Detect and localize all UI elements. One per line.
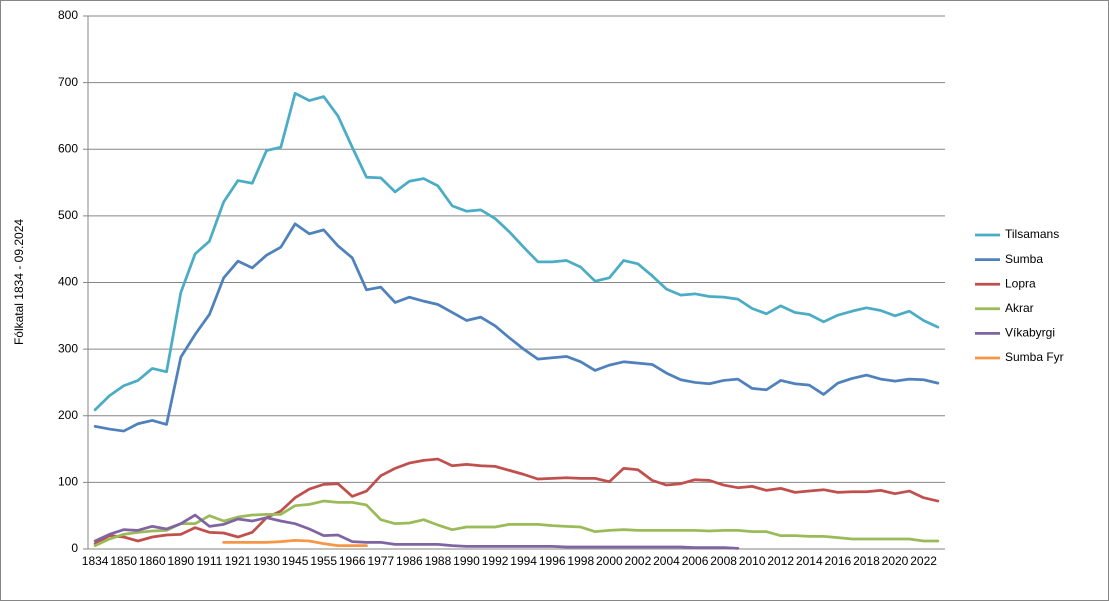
series-line: [93, 222, 940, 433]
y-tick-label: 100: [58, 475, 78, 489]
x-tick-label: 1990: [453, 554, 480, 568]
y-axis-label: Fólkatal 1834 - 09.2024: [12, 219, 26, 345]
x-tick-label: 1986: [396, 554, 423, 568]
x-tick-label: 1966: [339, 554, 366, 568]
legend-label: Víkabyrgi: [1005, 326, 1055, 340]
series-line: [93, 499, 940, 548]
x-tick-label: 1992: [482, 554, 509, 568]
x-tick-label: 2018: [853, 554, 880, 568]
y-tick-label: 800: [58, 8, 78, 22]
legend-label: Sumba Fyr: [1005, 350, 1064, 364]
x-tick-label: 2000: [596, 554, 623, 568]
x-tick-label: 1977: [367, 554, 394, 568]
x-tick-label: 2008: [710, 554, 737, 568]
x-tick-label: 1988: [425, 554, 452, 568]
series-line: [93, 91, 940, 412]
x-tick-label: 2014: [796, 554, 823, 568]
x-tick-label: 2004: [653, 554, 680, 568]
series-line: [93, 513, 740, 550]
x-tick-label: 2020: [882, 554, 909, 568]
x-tick-label: 2012: [767, 554, 794, 568]
x-tick-label: 1860: [139, 554, 166, 568]
x-tick-label: 1945: [282, 554, 309, 568]
x-tick-label: 1998: [567, 554, 594, 568]
x-tick-label: 2010: [739, 554, 766, 568]
x-tick-label: 2022: [910, 554, 937, 568]
x-tick-label: 1911: [197, 554, 223, 568]
y-tick-label: 500: [58, 208, 78, 222]
y-tick-label: 600: [58, 141, 78, 155]
x-tick-label: 2016: [825, 554, 852, 568]
y-tick-label: 200: [58, 408, 78, 422]
x-tick-label: 1994: [510, 554, 537, 568]
x-tick-label: 1850: [110, 554, 137, 568]
x-tick-label: 1955: [310, 554, 337, 568]
x-tick-label: 1834: [82, 554, 109, 568]
legend-label: Tilsamans: [1005, 227, 1059, 241]
x-tick-label: 2002: [625, 554, 652, 568]
x-tick-label: 1890: [167, 554, 194, 568]
legend-label: Sumba: [1005, 252, 1043, 266]
legend-label: Akrar: [1005, 301, 1034, 315]
x-tick-label: 1996: [539, 554, 566, 568]
x-tick-label: 1921: [225, 554, 252, 568]
x-tick-label: 2006: [682, 554, 709, 568]
y-tick-label: 400: [58, 275, 78, 289]
legend-label: Lopra: [1005, 276, 1036, 290]
y-tick-label: 700: [58, 75, 78, 89]
x-tick-label: 1930: [253, 554, 280, 568]
series-line: [93, 457, 940, 546]
series-line: [222, 538, 368, 548]
y-tick-label: 0: [71, 541, 78, 555]
y-tick-label: 300: [58, 341, 78, 355]
